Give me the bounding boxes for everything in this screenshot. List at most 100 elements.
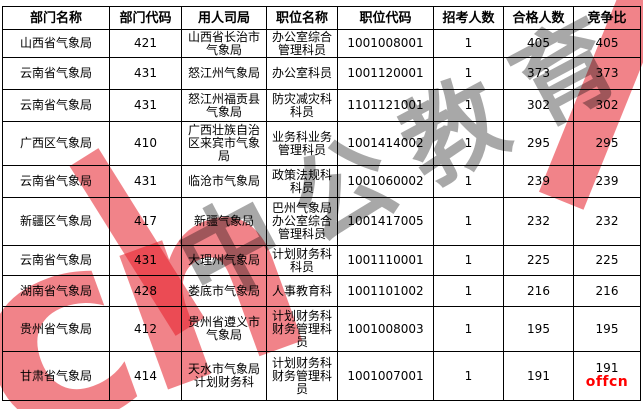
cell-value: 428 bbox=[134, 283, 157, 298]
table-cell: 239 bbox=[573, 165, 641, 198]
table-cell: 1 bbox=[433, 57, 504, 90]
cell-value: 431 bbox=[134, 98, 157, 112]
table-cell: 山西省气象局 bbox=[2, 29, 110, 58]
cell-value: 431 bbox=[134, 174, 157, 188]
positions-table: 部门名称 部门代码 用人司局 职位名称 职位代码 招考人数 合格人数 竞争比 山西省气象局 42… bbox=[2, 6, 641, 401]
table-cell: 405 bbox=[573, 29, 641, 58]
cell-value: 1001120001 bbox=[347, 66, 424, 80]
table-cell: 贵州省遵义市气象局 bbox=[181, 306, 267, 352]
table-cell: 1101121001 bbox=[337, 89, 434, 122]
table-row: 广西区气象局 410 广西壮族自治区来宾市气象局 业务科业务管理科员 100141400… bbox=[2, 121, 641, 166]
header-cell: 职位代码 bbox=[337, 6, 434, 30]
table-cell: 1001007001 bbox=[337, 351, 434, 401]
cell-value: 1 bbox=[464, 36, 473, 50]
cell-value: 1 bbox=[464, 66, 473, 80]
cell-value: 娄底市气象局 bbox=[187, 283, 260, 298]
cell-value: 山西省长治市气象局 bbox=[187, 29, 260, 57]
cell-value: 甘肃省气象局 bbox=[19, 368, 92, 383]
offcn-badge: offcn bbox=[585, 374, 629, 390]
table-row: 云南省气象局 431 临沧市气象局 政策法规科科员 1001060002 1 239 239 bbox=[2, 165, 641, 198]
cell-value: 405 bbox=[595, 36, 619, 50]
cell-value: 302 bbox=[595, 98, 619, 112]
table-cell: 娄底市气象局 bbox=[181, 275, 267, 307]
cell-value: 1001417005 bbox=[347, 214, 424, 228]
cell-value: 1101121001 bbox=[347, 98, 424, 112]
cell-value: 1001008001 bbox=[347, 36, 424, 50]
cell-value: 云南省气象局 bbox=[19, 253, 92, 267]
table-row: 云南省气象局 431 大理州气象局 计划财务科科员 1001110001 1 225 225 bbox=[2, 245, 641, 276]
table-cell: 办公室综合管理科员 bbox=[266, 29, 338, 58]
cell-value: 410 bbox=[134, 136, 157, 150]
cell-value: 414 bbox=[134, 368, 157, 383]
cell-value: 295 bbox=[527, 136, 550, 150]
cell-value: 232 bbox=[527, 214, 550, 228]
cell-value: 1001007001 bbox=[347, 368, 424, 383]
table-cell: 431 bbox=[109, 57, 182, 90]
cell-value: 计划财务科科员 bbox=[271, 246, 332, 274]
cell-value: 1 bbox=[464, 368, 473, 383]
cell-value: 1001008003 bbox=[347, 321, 424, 336]
table-cell: 1001008003 bbox=[337, 306, 434, 352]
table-cell: 天水市气象局计划财务科 bbox=[181, 351, 267, 401]
table-cell: 计划财务科财务管理科员 bbox=[266, 306, 338, 352]
table-cell: 政策法规科科员 bbox=[266, 165, 338, 198]
table-cell: 甘肃省气象局 bbox=[2, 351, 110, 401]
table-cell: 295 bbox=[503, 121, 574, 166]
cell-value: 1001101002 bbox=[347, 283, 424, 298]
table-cell: 1001120001 bbox=[337, 57, 434, 90]
table-cell: 232 bbox=[503, 197, 574, 246]
table-cell: 计划财务科财务管理科员 bbox=[266, 351, 338, 401]
table-cell: 临沧市气象局 bbox=[181, 165, 267, 198]
cell-value: 195 bbox=[595, 321, 619, 336]
table-row: 贵州省气象局 412 贵州省遵义市气象局 计划财务科财务管理科员 1001008003 1… bbox=[2, 306, 641, 352]
cell-value: 216 bbox=[595, 283, 619, 298]
header-cell: 合格人数 bbox=[503, 6, 574, 30]
cell-value: 山西省气象局 bbox=[19, 36, 92, 50]
table-cell: 412 bbox=[109, 306, 182, 352]
cell-value: 计划财务科财务管理科员 bbox=[271, 355, 332, 396]
cell-value: 1 bbox=[464, 253, 473, 267]
table-cell: 怒江州福贡县气象局 bbox=[181, 89, 267, 122]
table-row: 山西省气象局 421 山西省长治市气象局 办公室综合管理科员 1001008001 1 40… bbox=[2, 29, 641, 58]
table-cell: 1 bbox=[433, 245, 504, 276]
cell-value: 怒江州气象局 bbox=[187, 66, 260, 80]
table-cell: 410 bbox=[109, 121, 182, 166]
table-cell: 414 bbox=[109, 351, 182, 401]
table-cell: 办公室科员 bbox=[266, 57, 338, 90]
cell-value: 1001110001 bbox=[347, 253, 424, 267]
cell-value: 302 bbox=[527, 98, 550, 112]
table-cell: 216 bbox=[573, 275, 641, 307]
cell-value: 1 bbox=[464, 98, 473, 112]
table-cell: 191 offcn bbox=[573, 351, 641, 401]
table-cell: 239 bbox=[503, 165, 574, 198]
cell-value: 225 bbox=[527, 253, 550, 267]
header-cell: 部门名称 bbox=[2, 6, 110, 30]
cell-value: 232 bbox=[595, 214, 619, 228]
header-cell: 竞争比 bbox=[573, 6, 641, 30]
table-cell: 广西壮族自治区来宾市气象局 bbox=[181, 121, 267, 166]
table-cell: 大理州气象局 bbox=[181, 245, 267, 276]
header-cell: 招考人数 bbox=[433, 6, 504, 30]
table-cell: 417 bbox=[109, 197, 182, 246]
cell-value: 431 bbox=[134, 253, 157, 267]
cell-value: 云南省气象局 bbox=[19, 98, 92, 112]
table-cell: 1001414002 bbox=[337, 121, 434, 166]
cell-value: 191 bbox=[595, 361, 619, 375]
table-row: 新疆区气象局 417 新疆气象局 巴州气象局办公室综合管理科员 1001417005 1 2… bbox=[2, 197, 641, 246]
table-cell: 广西区气象局 bbox=[2, 121, 110, 166]
table-cell: 195 bbox=[503, 306, 574, 352]
cell-value: 1 bbox=[464, 174, 473, 188]
cell-value: 政策法规科科员 bbox=[271, 167, 332, 195]
table-cell: 1 bbox=[433, 89, 504, 122]
cell-value: 195 bbox=[527, 321, 550, 336]
table-cell: 195 bbox=[573, 306, 641, 352]
cell-value: 1001060002 bbox=[347, 174, 424, 188]
cell-value: 广西区气象局 bbox=[19, 136, 92, 150]
table-cell: 431 bbox=[109, 165, 182, 198]
cell-value: 办公室综合管理科员 bbox=[271, 29, 332, 57]
table-cell: 421 bbox=[109, 29, 182, 58]
cell-value: 贵州省遵义市气象局 bbox=[187, 315, 260, 342]
cell-value: 云南省气象局 bbox=[19, 174, 92, 188]
cell-value: 人事教育科 bbox=[271, 283, 332, 298]
